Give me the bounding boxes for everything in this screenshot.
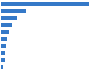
Bar [1, 37, 7, 41]
Bar [1, 9, 26, 13]
Bar [1, 51, 5, 55]
Bar [1, 58, 4, 62]
Bar [1, 2, 88, 6]
Bar [1, 65, 3, 69]
Bar [1, 44, 6, 48]
Bar [1, 16, 17, 20]
Bar [1, 30, 9, 34]
Bar [1, 23, 12, 27]
